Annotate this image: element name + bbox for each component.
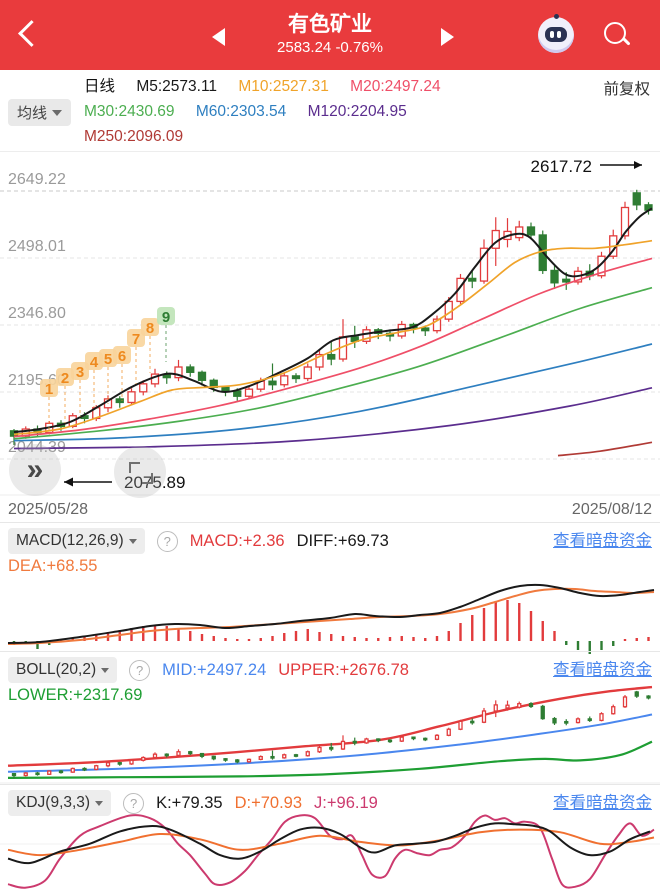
- macd-svg[interactable]: [0, 579, 660, 657]
- ma60-value: M60:2303.54: [195, 103, 287, 120]
- previous-stock-icon[interactable]: [212, 28, 225, 46]
- period-label[interactable]: 日线: [84, 78, 116, 95]
- svg-text:6: 6: [118, 348, 126, 365]
- main-candlestick-chart[interactable]: 2649.22 2498.01 2346.80 2195.60 2044.39 1 2 3 4 5…: [0, 152, 660, 498]
- j-value: J:+96.19: [314, 793, 378, 812]
- macd-help-icon[interactable]: ?: [156, 530, 178, 552]
- ma5-value: M5:2573.11: [136, 78, 218, 95]
- ma-button-label: 均线: [17, 105, 48, 122]
- ma-legend: 均线 前复权 日线 M5:2573.11 M10:2527.31 M20:249…: [0, 70, 660, 152]
- search-icon[interactable]: [602, 20, 632, 50]
- svg-text:1: 1: [45, 381, 53, 398]
- mid-value: MID:+2497.24: [162, 660, 267, 679]
- stock-title: 有色矿业: [288, 13, 372, 36]
- ma250-value: M250:2096.09: [84, 128, 184, 145]
- svg-text:5: 5: [104, 351, 112, 368]
- svg-text:2: 2: [61, 370, 69, 387]
- dark-pool-funds-link[interactable]: 查看暗盘资金: [553, 531, 652, 550]
- dark-pool-funds-link[interactable]: 查看暗盘资金: [553, 660, 652, 679]
- header: 有色矿业 2583.24 -0.76%: [0, 0, 660, 70]
- chevron-down-icon: [101, 667, 110, 673]
- svg-text:2075.89: 2075.89: [124, 473, 185, 492]
- stock-price-change: 2583.24 -0.76%: [277, 38, 383, 58]
- adjust-mode-label[interactable]: 前复权: [603, 81, 650, 98]
- svg-text:7: 7: [132, 331, 140, 348]
- macd-section: MACD(12,26,9) ? MACD:+2.36 DIFF:+69.73 查…: [0, 522, 660, 654]
- ma120-value: M120:2204.95: [307, 103, 407, 120]
- ma20-value: M20:2497.24: [350, 78, 441, 95]
- next-stock-icon[interactable]: [441, 28, 454, 46]
- macd-value: MACD:+2.36: [189, 531, 285, 550]
- date-start: 2025/05/28: [8, 500, 89, 518]
- ma-settings-button[interactable]: 均线: [8, 99, 72, 126]
- stock-price: 2583.24: [277, 39, 332, 56]
- svg-text:9: 9: [162, 309, 170, 326]
- svg-text:8: 8: [146, 320, 154, 337]
- assistant-robot-icon[interactable]: [538, 14, 574, 53]
- kdj-help-icon[interactable]: ?: [123, 792, 145, 814]
- lower-value: LOWER:+2317.69: [8, 686, 143, 704]
- svg-text:2617.72: 2617.72: [531, 157, 592, 176]
- upper-value: UPPER:+2676.78: [278, 660, 409, 679]
- stock-change: -0.76%: [335, 39, 383, 56]
- boll-indicator-button[interactable]: BOLL(20,2): [8, 657, 118, 683]
- boll-svg[interactable]: [0, 672, 660, 784]
- dark-pool-funds-link[interactable]: 查看暗盘资金: [553, 793, 652, 812]
- svg-text:2346.80: 2346.80: [8, 305, 66, 322]
- fullscreen-rotate-button[interactable]: [114, 446, 166, 498]
- fullscreen-icon: [129, 462, 140, 473]
- k-value: K:+79.35: [156, 793, 223, 812]
- macd-indicator-button[interactable]: MACD(12,26,9): [8, 528, 145, 554]
- kdj-svg[interactable]: [0, 810, 660, 889]
- d-value: D:+70.93: [234, 793, 303, 812]
- chevron-down-icon: [95, 800, 104, 806]
- chevron-down-icon: [128, 538, 137, 544]
- svg-text:2498.01: 2498.01: [8, 238, 66, 255]
- x-axis-dates: 2025/05/28 2025/08/12: [0, 497, 660, 522]
- diff-value: DIFF:+69.73: [296, 531, 389, 550]
- svg-text:3: 3: [76, 364, 84, 381]
- boll-section: BOLL(20,2) ? MID:+2497.24 UPPER:+2676.78…: [0, 651, 660, 784]
- kdj-indicator-button[interactable]: KDJ(9,3,3): [8, 790, 112, 816]
- date-end: 2025/08/12: [571, 500, 652, 518]
- dea-value: DEA:+68.55: [8, 557, 98, 575]
- ma30-value: M30:2430.69: [84, 103, 175, 120]
- back-icon[interactable]: [18, 20, 45, 47]
- svg-text:2649.22: 2649.22: [8, 171, 66, 188]
- header-center: 有色矿业 2583.24 -0.76%: [277, 12, 383, 58]
- chevron-down-icon: [52, 109, 63, 116]
- boll-help-icon[interactable]: ?: [129, 659, 151, 681]
- jump-to-latest-button[interactable]: »: [9, 444, 61, 496]
- kdj-section: KDJ(9,3,3) ? K:+79.35 D:+70.93 J:+96.19 …: [0, 784, 660, 889]
- ma10-value: M10:2527.31: [238, 78, 329, 95]
- svg-text:4: 4: [90, 354, 99, 371]
